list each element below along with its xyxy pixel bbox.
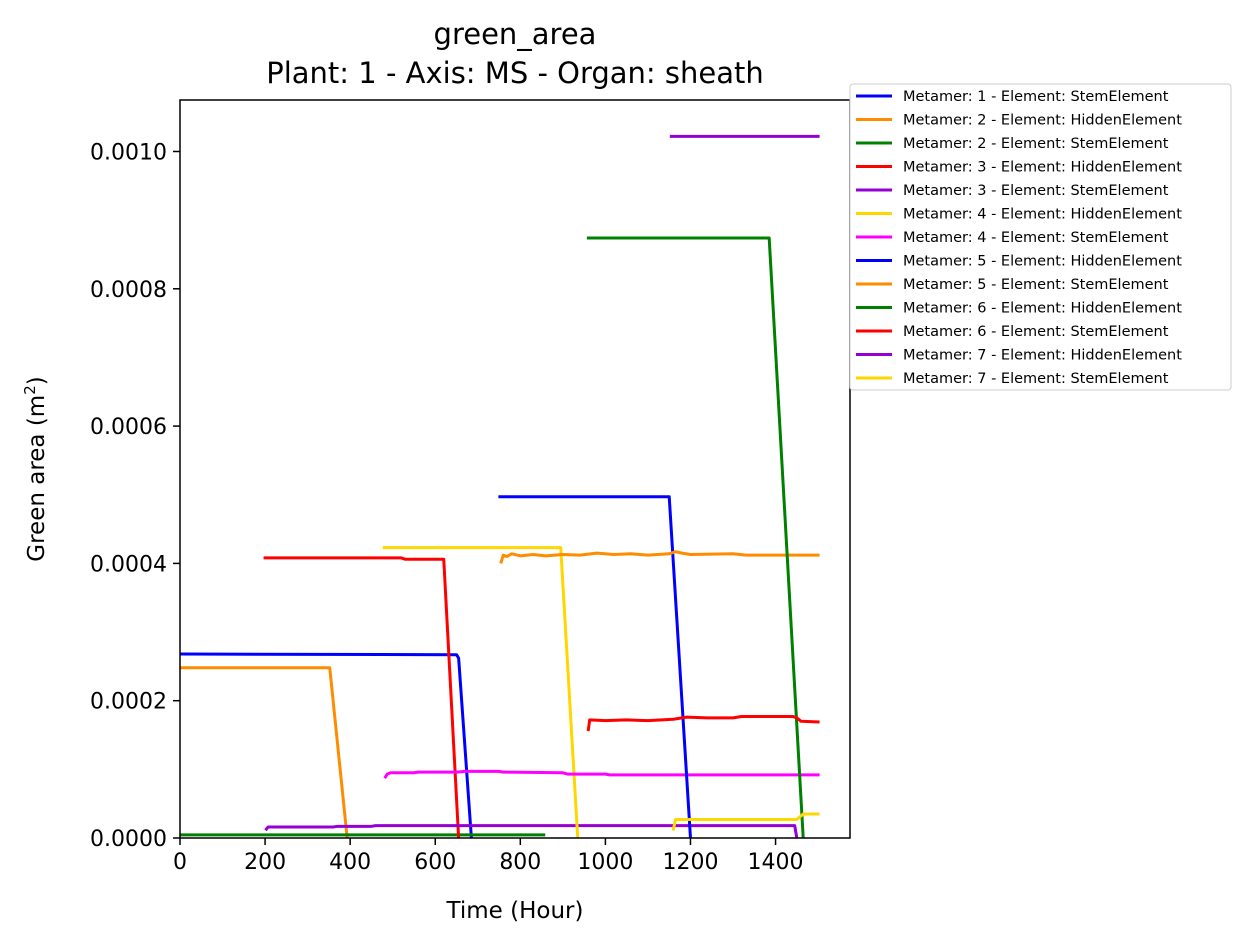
y-tick-label: 0.0008 (90, 278, 167, 303)
legend-label-12: Metamer: 7 - Element: HiddenElement (903, 348, 1182, 364)
legend-label-10: Metamer: 6 - Element: HiddenElement (903, 301, 1182, 317)
series-line-1 (180, 652, 473, 838)
x-tick-label: 1000 (577, 850, 633, 875)
legend-label-4: Metamer: 3 - Element: HiddenElement (903, 160, 1182, 176)
series-line-8 (498, 495, 692, 838)
series-line-10 (586, 236, 805, 838)
x-tick-label: 0 (173, 850, 187, 875)
series-line-7 (383, 769, 820, 779)
legend-label-6: Metamer: 4 - Element: HiddenElement (903, 207, 1182, 223)
y-axis-label-main: Green area (m (24, 395, 50, 562)
x-axis-label: Time (Hour) (446, 898, 584, 924)
legend-label-7: Metamer: 4 - Element: StemElement (903, 230, 1169, 246)
x-axis: 0 200 400 600 800 1000 1200 1400 (173, 838, 804, 875)
legend-label-9: Metamer: 5 - Element: StemElement (903, 277, 1169, 293)
series-line-6 (382, 546, 580, 838)
series-line-5 (264, 824, 799, 838)
legend-label-8: Metamer: 5 - Element: HiddenElement (903, 254, 1182, 270)
legend-label-11: Metamer: 6 - Element: StemElement (903, 324, 1169, 340)
plot-frame (179, 99, 851, 839)
chart-title: green_area (434, 17, 597, 51)
series-line-9 (499, 550, 820, 564)
y-tick-label: 0.0002 (90, 690, 167, 715)
legend-label-1: Metamer: 1 - Element: StemElement (903, 89, 1169, 105)
series-line-13 (671, 812, 820, 831)
legend: Metamer: 1 - Element: StemElement Metamer… (849, 83, 1232, 391)
y-tick-label: 0.0000 (90, 827, 167, 852)
legend-label-3: Metamer: 2 - Element: StemElement (903, 136, 1169, 152)
legend-label-2: Metamer: 2 - Element: HiddenElement (903, 113, 1182, 129)
x-tick-label: 200 (244, 850, 286, 875)
y-axis-label-end: ) (24, 376, 50, 385)
series-line-4 (263, 556, 461, 838)
y-axis-label-sup: 2 (21, 385, 39, 395)
y-axis-label: Green area (m2) (21, 376, 50, 561)
series-layer (180, 134, 820, 838)
y-tick-label: 0.0004 (90, 552, 167, 577)
series-line-2 (180, 666, 349, 838)
legend-label-13: Metamer: 7 - Element: StemElement (903, 371, 1169, 387)
series-line-11 (586, 714, 820, 732)
legend-label-5: Metamer: 3 - Element: StemElement (903, 183, 1169, 199)
y-axis: 0.0000 0.0002 0.0004 0.0006 0.0008 0.0010 (90, 140, 180, 852)
x-tick-label: 1400 (748, 850, 804, 875)
legend-frame (849, 83, 1232, 391)
x-tick-label: 600 (414, 850, 456, 875)
y-tick-label: 0.0010 (90, 140, 167, 165)
x-tick-label: 400 (329, 850, 371, 875)
x-tick-label: 1200 (662, 850, 718, 875)
x-tick-label: 800 (499, 850, 541, 875)
chart-subtitle: Plant: 1 - Axis: MS - Organ: sheath (266, 56, 764, 90)
y-tick-label: 0.0006 (90, 415, 167, 440)
